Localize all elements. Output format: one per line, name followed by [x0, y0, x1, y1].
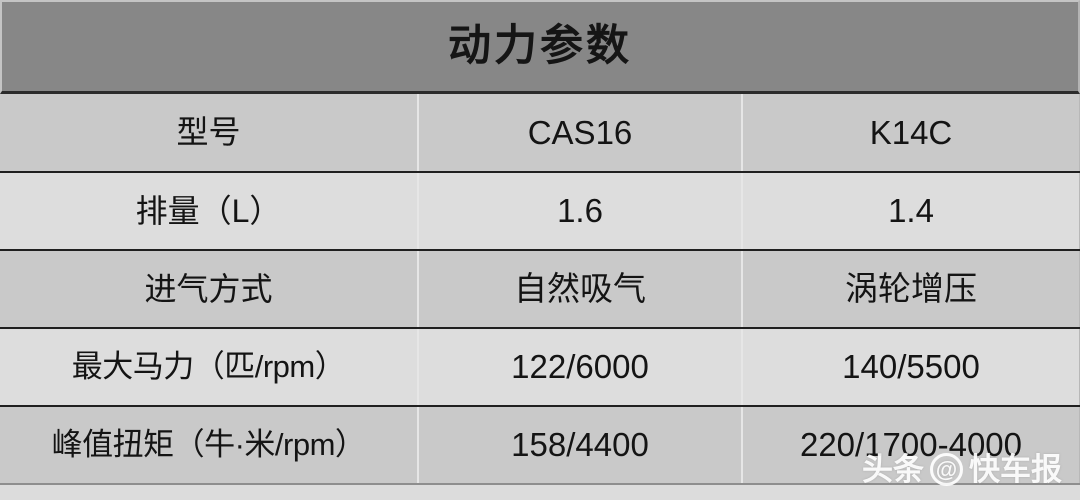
cell-parameter-label: 最大马力（匹/rpm） [0, 328, 419, 407]
table-row: 排量（L） 1.6 1.4 [0, 172, 1080, 251]
cell-engine-b: 涡轮增压 [742, 250, 1080, 329]
cell-engine-b: 220/1700-4000 [742, 406, 1080, 485]
cell-engine-a: 158/4400 [418, 406, 743, 485]
cell-parameter-label: 进气方式 [0, 250, 419, 329]
cell-engine-b: K14C [742, 94, 1080, 173]
table-row: 最大马力（匹/rpm） 122/6000 140/5500 [0, 328, 1080, 407]
power-parameters-table: 型号 CAS16 K14C 排量（L） 1.6 1.4 进气方式 自然吸气 涡轮增压 最大马力（匹… [0, 94, 1080, 485]
table-body: 型号 CAS16 K14C 排量（L） 1.6 1.4 进气方式 自然吸气 涡轮增压 最大马力（匹… [0, 94, 1080, 485]
table-row: 进气方式 自然吸气 涡轮增压 [0, 250, 1080, 329]
table-row: 峰值扭矩（牛·米/rpm） 158/4400 220/1700-4000 [0, 406, 1080, 485]
cell-parameter-label: 峰值扭矩（牛·米/rpm） [0, 406, 419, 485]
cell-engine-a: 122/6000 [418, 328, 743, 407]
cell-engine-a: 1.6 [418, 172, 743, 251]
page-title: 动力参数 [448, 22, 632, 70]
cell-parameter-label: 排量（L） [0, 172, 419, 251]
cell-engine-b: 140/5500 [742, 328, 1080, 407]
table-row: 型号 CAS16 K14C [0, 94, 1080, 173]
cell-parameter-label: 型号 [0, 94, 419, 173]
cell-engine-a: 自然吸气 [418, 250, 743, 329]
cell-engine-b: 1.4 [742, 172, 1080, 251]
cell-engine-a: CAS16 [418, 94, 743, 173]
spec-sheet-header: 动力参数 [0, 0, 1080, 94]
